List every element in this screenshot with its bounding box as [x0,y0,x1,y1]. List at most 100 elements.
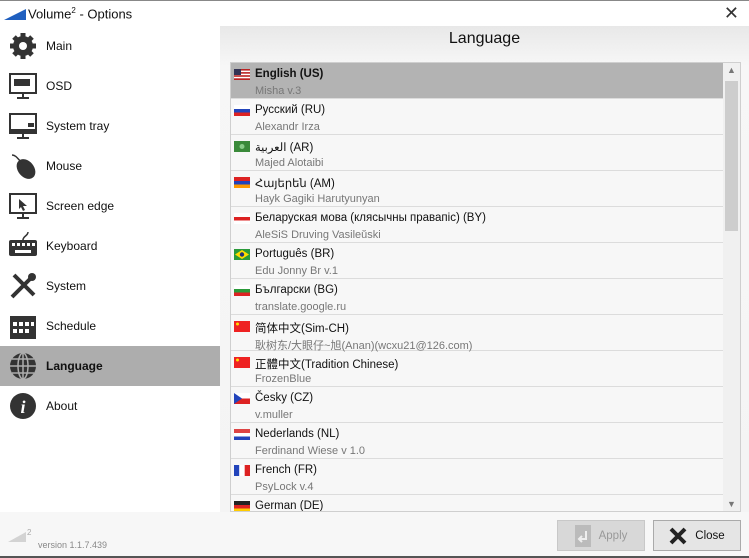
language-author: Ferdinand Wiese v 1.0 [255,445,366,457]
language-list[interactable]: German (DE) French (FR) PsyLock v.4 Nederla… [230,62,741,512]
sidebar: Main OSD System tray Mouse Screen edge Keyboa… [0,26,220,512]
close-icon[interactable]: ✕ [723,3,739,23]
scroll-up-icon[interactable]: ▲ [727,65,736,75]
wrench-screwdriver-icon [0,271,46,301]
sidebar-item-system[interactable]: System [0,266,220,306]
language-name: English (US) [255,68,324,80]
window-title: Volume2 - Options [28,6,132,21]
sidebar-item-schedule[interactable]: Schedule [0,306,220,346]
footer: 2 version 1.1.7.439 Apply Close [0,512,749,558]
language-name: العربية (AR) [255,142,314,154]
gear-icon [0,31,46,61]
flag-br-icon [234,249,250,260]
content-panel: Language German (DE) French (FR) PsyLock v… [220,26,749,512]
language-name: German (DE) [255,500,324,512]
sidebar-item-label: System tray [46,119,110,133]
language-row[interactable]: Български (BG) translate.google.ru [231,279,725,315]
language-name: Հայերեն (AM) [255,178,335,190]
sidebar-item-label: Language [46,359,103,373]
mouse-icon [0,151,46,181]
scrollbar-thumb[interactable] [725,81,738,231]
sidebar-item-screen-edge[interactable]: Screen edge [0,186,220,226]
flag-am-icon [234,177,250,188]
sidebar-item-label: Screen edge [46,199,115,213]
version-logo-icon [8,532,26,542]
language-author: AleSiS Druving Vasileŭski [255,229,381,241]
scroll-down-icon[interactable]: ▼ [727,499,736,509]
scrollbar[interactable]: ▲ ▼ [723,63,740,511]
title-bar: Volume2 - Options ✕ [0,0,749,26]
language-author: PsyLock v.4 [255,481,314,493]
language-author: translate.google.ru [255,301,347,313]
sidebar-item-label: OSD [46,79,73,93]
language-name: Русский (RU) [255,104,326,116]
sidebar-item-main[interactable]: Main [0,26,220,66]
close-button[interactable]: Close [653,520,741,551]
flag-cn-icon [234,357,250,368]
language-row[interactable]: Português (BR) Edu Jonny Br v.1 [231,243,725,279]
keyboard-icon [0,231,46,261]
language-author: v.muller [255,409,293,421]
apply-button[interactable]: Apply [557,520,645,551]
calendar-icon [0,311,46,341]
flag-us-icon [234,69,250,80]
language-row[interactable]: 简体中文(Sim-CH) 耿树东/大眼仔~旭(Anan)(wcxu21@126.c… [231,315,725,352]
apply-icon [574,524,591,547]
sidebar-item-label: System [46,279,87,293]
flag-cn-icon [234,321,250,332]
language-name: Česky (CZ) [255,392,314,404]
language-row[interactable]: German (DE) [231,495,725,512]
sidebar-item-label: About [46,399,78,413]
language-row[interactable]: Česky (CZ) v.muller [231,387,725,423]
flag-by-icon [234,213,250,224]
language-author: Alexandr Irza [255,121,320,133]
language-name: Беларуская мова (клясычны правапіс) (BY) [255,212,486,224]
flag-de-icon [234,501,250,511]
language-row[interactable]: Русский (RU) Alexandr Irza [231,99,725,135]
monitor-tray-icon [0,111,46,141]
language-author: Hayk Gagiki Harutyunyan [255,193,380,205]
language-author: Misha v.3 [255,85,302,97]
sidebar-item-about[interactable]: i About [0,386,220,426]
flag-nl-icon [234,429,250,440]
sidebar-item-label: Schedule [46,319,97,333]
language-row[interactable]: العربية (AR) Majed Alotaibi [231,135,725,171]
language-author: 耿树东/大眼仔~旭(Anan)(wcxu21@126.com) [255,340,473,352]
language-row[interactable]: Беларуская мова (клясычны правапіс) (BY)… [231,207,725,243]
info-icon: i [0,391,46,421]
language-name: Nederlands (NL) [255,428,340,440]
logo-sup: 2 [27,528,32,537]
sidebar-item-keyboard[interactable]: Keyboard [0,226,220,266]
language-row[interactable]: Nederlands (NL) Ferdinand Wiese v 1.0 [231,423,725,459]
svg-text:i: i [20,397,25,417]
sidebar-item-label: Mouse [46,159,83,173]
flag-fr-icon [234,465,250,476]
sidebar-item-system-tray[interactable]: System tray [0,106,220,146]
sidebar-item-osd[interactable]: OSD [0,66,220,106]
language-name: Български (BG) [255,284,338,296]
page-title: Language [448,30,521,47]
flag-ru-icon [234,105,250,116]
sidebar-item-mouse[interactable]: Mouse [0,146,220,186]
language-row[interactable]: English (US) Misha v.3 [231,63,725,99]
title-text: Volume [28,6,72,22]
language-name: Português (BR) [255,248,335,260]
globe-icon [0,351,46,381]
sidebar-item-label: Keyboard [46,239,98,253]
language-author: Majed Alotaibi [255,157,324,169]
language-row[interactable]: French (FR) PsyLock v.4 [231,459,725,495]
monitor-osd-icon [0,71,46,101]
sidebar-item-language[interactable]: Language [0,346,220,386]
language-author: Edu Jonny Br v.1 [255,265,338,277]
close-label: Close [695,529,725,542]
screen-edge-icon [0,191,46,221]
language-name: French (FR) [255,464,317,476]
language-row[interactable]: 正體中文(Tradition Chinese) FrozenBlue [231,351,725,387]
flag-bg-icon [234,285,250,296]
flag-ar-icon [234,141,250,152]
sidebar-item-label: Main [46,39,73,53]
version-label: version 1.1.7.439 [38,540,108,550]
title-sup: 2 [71,6,76,15]
language-row[interactable]: Հայերեն (AM) Hayk Gagiki Harutyunyan [231,171,725,207]
apply-label: Apply [598,529,628,542]
